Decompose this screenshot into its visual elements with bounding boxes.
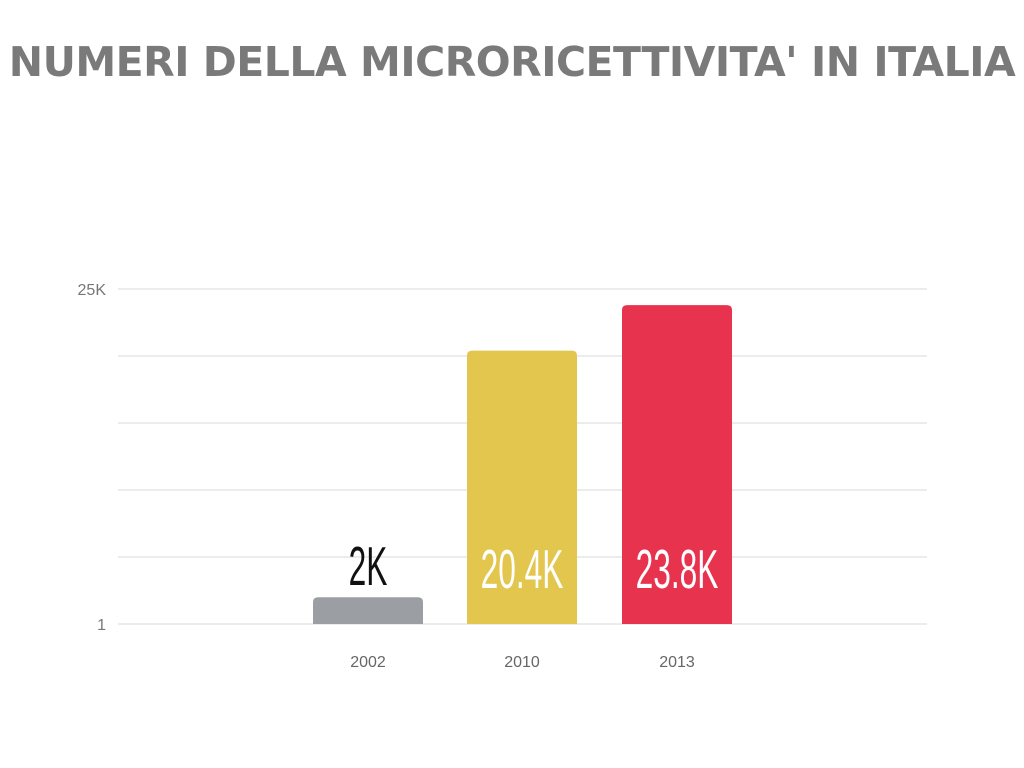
x-tick-label: 2013 (659, 654, 695, 671)
data-label-2010: 20.4K (481, 538, 564, 600)
y-tick-label: 25K (78, 282, 107, 299)
bar-2010 (467, 350, 577, 624)
page-title: NUMERI DELLA MICRORICETTIVITA' IN ITALIA (8, 38, 1016, 86)
data-label-2002: 2K (349, 535, 388, 597)
y-axis-ticks: 1 25K (78, 282, 107, 634)
bar-2013 (622, 305, 732, 624)
data-label-2013: 23.8K (636, 538, 719, 600)
x-axis-ticks: 2002 2010 2013 (350, 654, 695, 671)
x-tick-label: 2010 (504, 654, 540, 671)
x-tick-label: 2002 (350, 654, 386, 671)
data-labels: 2K 20.4K 23.8K (349, 535, 719, 600)
y-tick-label: 1 (97, 617, 106, 634)
bars (313, 305, 732, 624)
bar-2002 (313, 597, 423, 624)
